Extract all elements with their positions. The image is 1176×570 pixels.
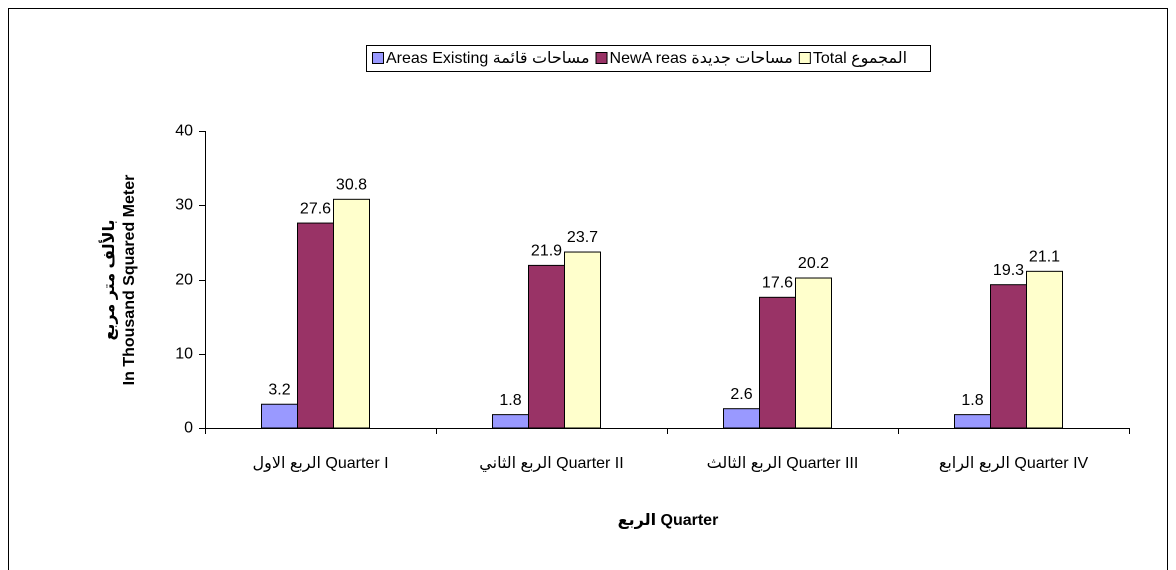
bar: [1026, 270, 1063, 429]
data-label: 19.3: [993, 262, 1024, 279]
y-tick-label: 40: [175, 123, 193, 140]
legend-swatch: [798, 52, 811, 64]
data-label: 23.7: [567, 229, 598, 246]
data-label: 21.9: [531, 243, 562, 260]
bar: [333, 198, 370, 429]
x-tick-label: الربع الثاني Quarter II: [479, 455, 623, 473]
bar: [528, 264, 565, 429]
legend-box: [366, 45, 931, 72]
bar: [954, 414, 991, 429]
x-tick-label: الربع الرابع Quarter IV: [939, 455, 1089, 473]
data-label: 17.6: [762, 275, 793, 292]
bar: [564, 251, 601, 429]
bar: [261, 403, 298, 429]
y-tick-label: 0: [184, 420, 193, 437]
data-label: 20.2: [798, 255, 829, 272]
data-label: 30.8: [336, 177, 367, 194]
x-tick-label: الربع الاول Quarter I: [252, 455, 388, 473]
chart-frame: [8, 8, 1168, 570]
data-label: 1.8: [499, 392, 521, 409]
x-tick-label: الربع الثالث Quarter III: [707, 455, 859, 473]
y-axis-title: In Thousand Squared Meter: [121, 175, 138, 386]
data-label: 3.2: [268, 381, 290, 398]
bar: [723, 408, 760, 429]
bar: [990, 284, 1027, 429]
legend-label: Areas Existing مساحات قائمة: [386, 50, 590, 67]
y-tick-label: 30: [175, 197, 193, 214]
bar: [759, 296, 796, 429]
legend-swatch: [595, 52, 608, 64]
x-axis-title: الربع Quarter: [618, 512, 719, 529]
data-label: 21.1: [1029, 249, 1060, 266]
legend-swatch: [372, 52, 384, 64]
bar: [795, 277, 832, 429]
y-axis-title: بالألف متر مربع: [99, 219, 118, 340]
legend-label: Total المجموع: [813, 50, 907, 68]
y-tick-label: 10: [175, 346, 193, 363]
bar: [297, 222, 334, 429]
y-tick-label: 20: [175, 272, 193, 289]
data-label: 2.6: [730, 386, 752, 403]
data-label: 27.6: [300, 200, 331, 217]
legend-label: NewA reas مساحات جديدة: [610, 50, 793, 67]
bar: [492, 414, 529, 429]
data-label: 1.8: [961, 392, 983, 409]
